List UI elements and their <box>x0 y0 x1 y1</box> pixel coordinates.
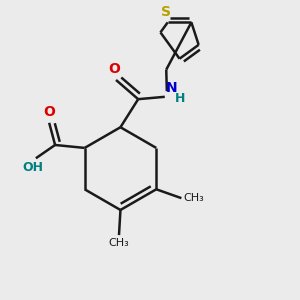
Text: S: S <box>161 5 171 19</box>
Text: H: H <box>175 92 185 105</box>
Text: O: O <box>43 105 55 119</box>
Text: N: N <box>165 81 177 95</box>
Text: CH₃: CH₃ <box>109 238 129 248</box>
Text: O: O <box>109 62 121 76</box>
Text: CH₃: CH₃ <box>184 193 205 203</box>
Text: OH: OH <box>22 161 44 174</box>
